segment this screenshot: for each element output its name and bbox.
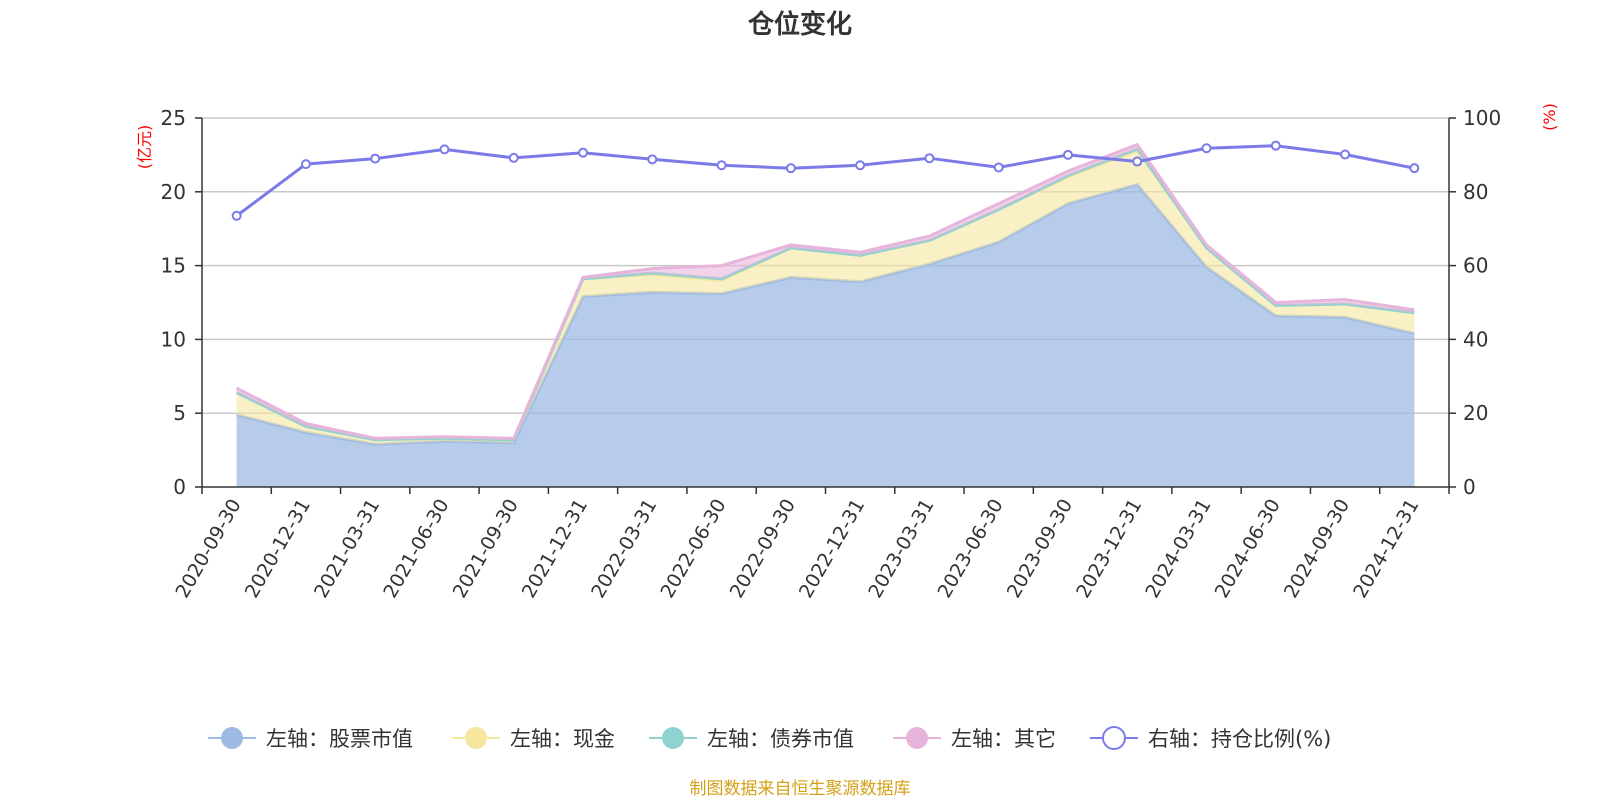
x-axis-tick-label: 2023-06-30 [934, 495, 1008, 602]
holding-ratio-point [508, 152, 519, 163]
data-source-note: 制图数据来自恒生聚源数据库 [690, 779, 911, 799]
holding-ratio-point [1132, 156, 1143, 167]
x-axis-tick-label: 2023-09-30 [1003, 495, 1077, 602]
legend-label: 左轴：现金 [510, 727, 615, 751]
holding-ratio-point [439, 144, 450, 155]
x-axis-tick-label: 2021-03-31 [310, 495, 384, 602]
x-axis-tick-label: 2021-12-31 [518, 495, 592, 602]
x-axis-tick-label: 2024-03-31 [1141, 495, 1215, 602]
legend-dot-icon [906, 727, 928, 749]
holding-ratio-point [647, 154, 658, 165]
right-axis-tick-label: 100 [1463, 106, 1501, 130]
left-axis-tick-label: 0 [173, 475, 186, 499]
right-axis-tick-label: 40 [1463, 327, 1488, 351]
holding-ratio-point [1201, 143, 1212, 154]
x-axis-tick-label: 2020-09-30 [171, 495, 245, 602]
chart-title: 仓位变化 [747, 9, 852, 40]
left-axis-tick-label: 15 [161, 254, 186, 278]
x-axis-tick-label: 2023-12-31 [1072, 495, 1146, 602]
holding-ratio-point [1409, 163, 1420, 174]
holding-ratio-point [1062, 149, 1073, 160]
holding-ratio-point [1340, 149, 1351, 160]
x-axis-tick-label: 2022-06-30 [656, 495, 730, 602]
holding-ratio-point [370, 153, 381, 164]
x-axis-tick-label: 2023-03-31 [864, 495, 938, 602]
right-axis-unit: (%) [1540, 103, 1559, 131]
left-axis-tick-label: 20 [161, 180, 186, 204]
legend-label: 左轴：债券市值 [707, 727, 854, 751]
area-series-0 [236, 184, 1415, 487]
plot-lines [231, 140, 1420, 221]
left-axis-unit: (亿元) [135, 125, 154, 170]
right-axis-tick-label: 80 [1463, 180, 1488, 204]
legend-hollow-circle-icon [1102, 726, 1126, 750]
right-axis-tick-label: 0 [1463, 475, 1476, 499]
holding-ratio-point [716, 160, 727, 171]
holding-ratio-point [924, 153, 935, 164]
legend-label: 右轴：持仓比例(%) [1148, 727, 1331, 751]
x-axis-tick-label: 2024-12-31 [1349, 495, 1423, 602]
holding-ratio-point [993, 162, 1004, 173]
legend-dot-icon [662, 727, 684, 749]
legend-label: 左轴：其它 [951, 727, 1056, 751]
x-axis-tick-label: 2024-06-30 [1211, 495, 1285, 602]
left-axis-tick-label: 25 [161, 106, 186, 130]
holding-ratio-point [785, 163, 796, 174]
legend-dot-icon [221, 727, 243, 749]
holding-ratio-point [1270, 140, 1281, 151]
x-axis-tick-label: 2021-06-30 [379, 495, 453, 602]
holding-ratio-point [300, 159, 311, 170]
x-axis-tick-label: 2022-09-30 [726, 495, 800, 602]
legend: 左轴：股票市值 左轴：现金 左轴：债券市值 左轴：其它 右轴：持仓比例(%) [208, 726, 1331, 751]
holding-ratio-point [231, 210, 242, 221]
holding-ratio-point [855, 160, 866, 171]
legend-dot-icon [465, 727, 487, 749]
x-axis-tick-label: 2020-12-31 [241, 495, 315, 602]
area-series-line-3 [235, 142, 1415, 440]
left-axis-tick-label: 10 [161, 327, 186, 351]
left-axis-tick-label: 5 [173, 401, 186, 425]
right-axis-tick-label: 60 [1463, 254, 1488, 278]
holding-ratio-line [235, 144, 1415, 218]
x-axis-tick-label: 2021-09-30 [449, 495, 523, 602]
plot-areas [235, 142, 1415, 487]
right-axis-tick-label: 20 [1463, 401, 1488, 425]
legend-label: 左轴：股票市值 [266, 727, 413, 751]
holding-ratio-point [578, 147, 589, 158]
x-axis-tick-label: 2022-12-31 [795, 495, 869, 602]
x-axis-tick-label: 2024-09-30 [1280, 495, 1354, 602]
x-axis-tick-label: 2022-03-31 [587, 495, 661, 602]
